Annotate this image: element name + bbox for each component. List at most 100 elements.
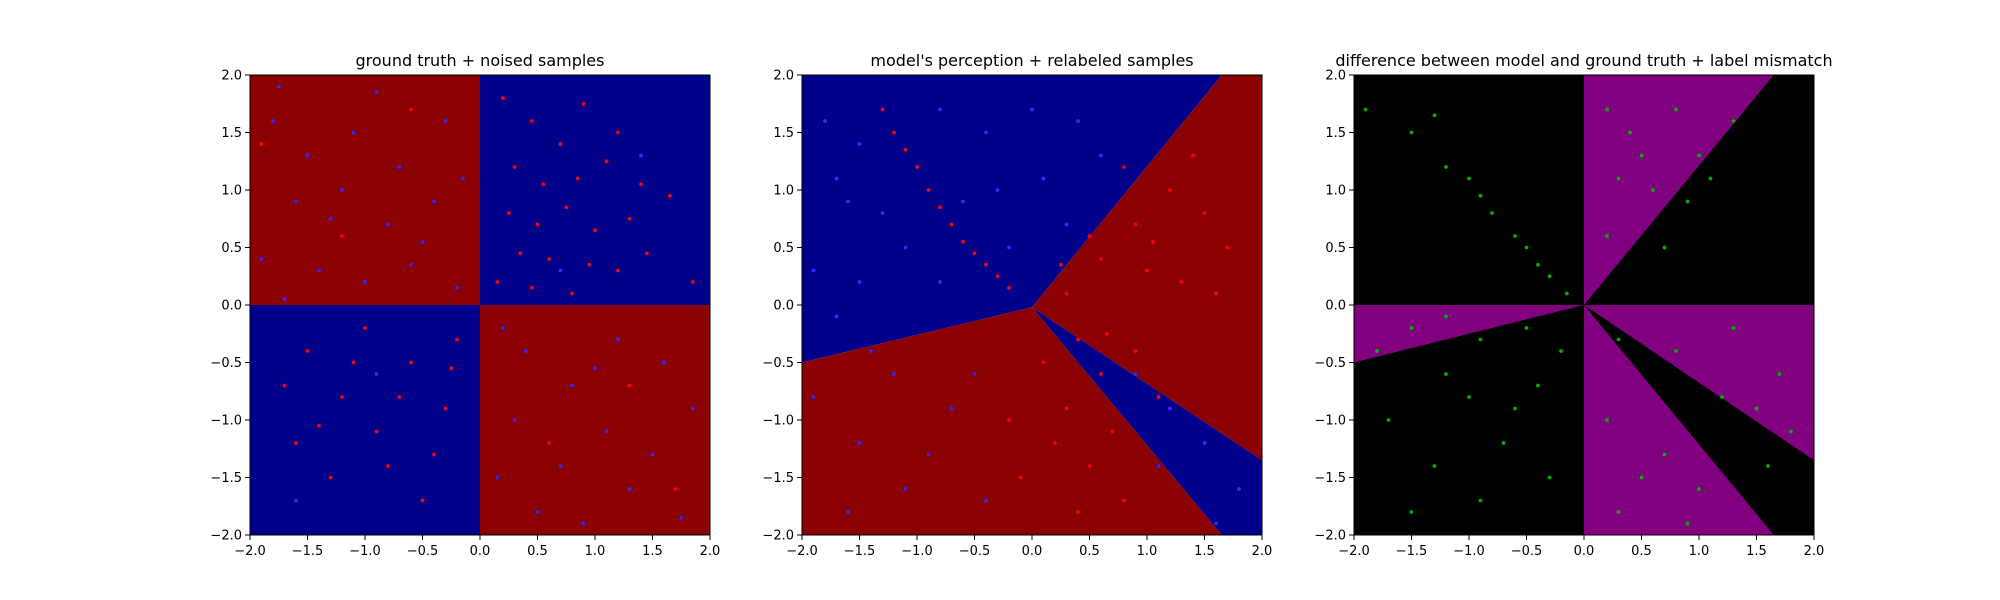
sample-point	[938, 280, 942, 284]
sample-point	[271, 119, 275, 123]
plot-area	[250, 75, 710, 535]
sample-point	[363, 326, 367, 330]
y-tick-label: −2.0	[1314, 529, 1346, 544]
sample-point	[903, 147, 908, 152]
x-tick-label: 1.0	[1689, 544, 1710, 559]
sample-point	[1605, 234, 1609, 238]
sample-point	[259, 142, 264, 146]
sample-point	[1156, 464, 1161, 468]
sample-point	[1150, 239, 1155, 244]
x-tick-label: 0.5	[1631, 544, 1652, 559]
y-tick-label: 0.5	[221, 241, 242, 256]
x-tick-label: −0.5	[1511, 544, 1543, 559]
sample-point	[1110, 429, 1115, 434]
sample-point	[374, 90, 379, 95]
sample-point	[926, 452, 931, 457]
sample-point	[972, 372, 977, 376]
sample-point	[1214, 521, 1218, 526]
sample-point	[305, 349, 310, 353]
sample-point	[1444, 372, 1448, 376]
y-tick-label: −1.5	[762, 471, 794, 486]
sample-point	[432, 199, 436, 204]
sample-point	[294, 199, 298, 204]
sample-point	[558, 268, 563, 273]
decision-region-1	[802, 75, 1222, 363]
sample-point	[1202, 211, 1207, 215]
sample-point	[1076, 119, 1080, 123]
sample-point	[587, 262, 592, 267]
sample-point	[495, 475, 500, 480]
sample-point	[1409, 510, 1414, 514]
sample-point	[984, 498, 988, 503]
sample-point	[1697, 153, 1701, 158]
sample-point	[1478, 498, 1483, 503]
sample-point	[639, 182, 643, 187]
decision-region-2	[480, 75, 710, 305]
sample-point	[995, 188, 1000, 192]
sample-point	[1674, 349, 1678, 353]
sample-point	[547, 257, 551, 261]
sample-point	[915, 165, 919, 169]
sample-point	[926, 188, 931, 192]
y-tick-label: 0.0	[221, 299, 242, 314]
x-tick-label: 1.0	[1137, 544, 1158, 559]
sample-point	[823, 119, 827, 123]
sample-point	[1662, 245, 1667, 250]
sample-point	[1685, 199, 1690, 204]
sample-point	[667, 193, 672, 198]
plot-area	[802, 75, 1262, 535]
sample-point	[616, 337, 620, 342]
sample-point	[506, 211, 511, 215]
sample-point	[1685, 521, 1690, 526]
sample-point	[564, 205, 569, 210]
sample-point	[512, 165, 517, 169]
sample-point	[317, 423, 321, 428]
y-tick-label: 1.0	[221, 184, 242, 199]
sample-point	[834, 176, 839, 181]
y-tick-label: 1.0	[773, 184, 794, 199]
sample-point	[1053, 441, 1057, 445]
sample-point	[397, 165, 402, 169]
sample-point	[1639, 475, 1644, 480]
sample-point	[903, 245, 908, 250]
y-tick-label: 0.0	[773, 299, 794, 314]
sample-point	[351, 360, 356, 365]
sample-point	[880, 107, 885, 112]
sample-point	[1731, 326, 1736, 330]
sample-point	[386, 222, 390, 227]
sample-point	[1099, 372, 1103, 376]
sample-point	[949, 222, 954, 227]
sample-point	[846, 199, 850, 204]
sample-point	[420, 498, 425, 503]
y-tick-label: 0.5	[1325, 241, 1346, 256]
sample-point	[972, 251, 977, 256]
x-tick-label: −1.5	[1396, 544, 1428, 559]
sample-point	[420, 239, 425, 244]
sample-point	[1513, 406, 1517, 411]
sample-point	[1616, 176, 1621, 181]
x-tick-label: 0.5	[1079, 544, 1100, 559]
sample-point	[1444, 165, 1448, 169]
sample-point	[1547, 274, 1552, 279]
decision-region-1	[250, 75, 480, 305]
sample-point	[880, 211, 885, 215]
sample-point	[449, 366, 454, 371]
sample-point	[673, 487, 678, 491]
x-tick-label: −2.0	[1338, 544, 1370, 559]
sample-point	[1639, 153, 1644, 158]
sample-point	[662, 360, 666, 365]
sample-point	[903, 487, 908, 491]
decision-region-4	[480, 305, 710, 535]
sample-point	[581, 101, 586, 106]
sample-point	[961, 199, 965, 204]
y-tick-label: −0.5	[210, 356, 242, 371]
x-tick-label: 2.0	[1252, 544, 1273, 559]
sample-point	[282, 297, 287, 302]
y-tick-label: 1.5	[1325, 126, 1346, 141]
sample-point	[1064, 406, 1069, 411]
sample-point	[1524, 326, 1529, 330]
sample-point	[535, 222, 540, 227]
decision-region-2	[1354, 305, 1584, 363]
x-tick-label: 0.5	[527, 544, 548, 559]
y-tick-label: −1.0	[210, 414, 242, 429]
